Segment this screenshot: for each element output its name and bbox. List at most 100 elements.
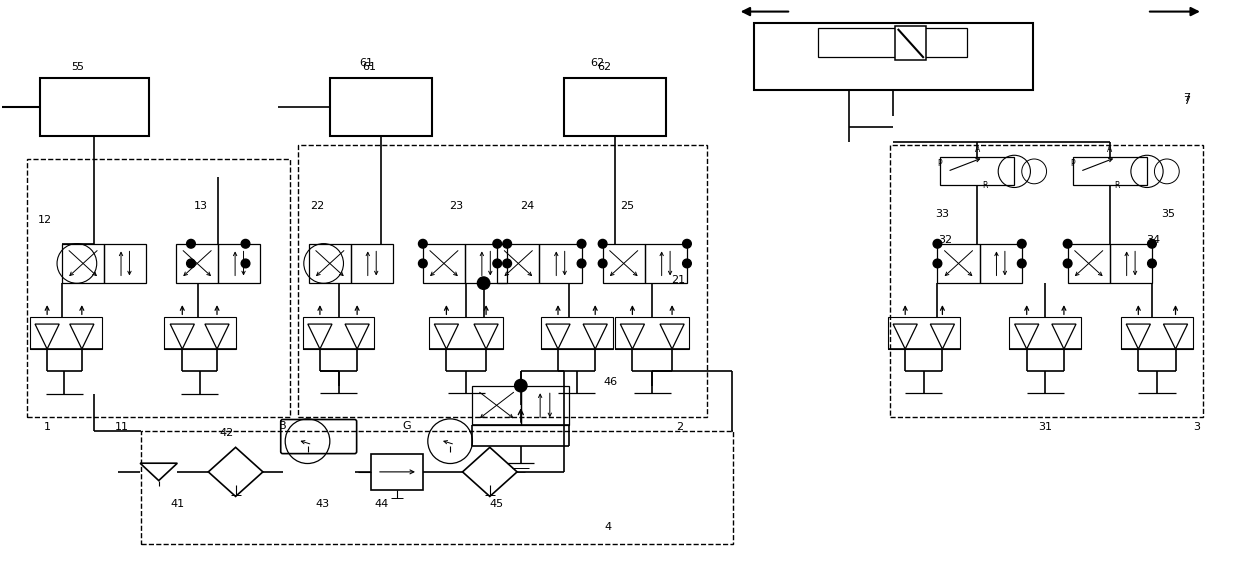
Circle shape xyxy=(934,240,942,248)
Circle shape xyxy=(186,259,196,267)
Text: 3: 3 xyxy=(1193,422,1200,433)
Text: 25: 25 xyxy=(620,200,635,211)
Circle shape xyxy=(577,240,587,248)
Bar xyxy=(818,28,967,57)
Text: 46: 46 xyxy=(603,377,618,387)
Bar xyxy=(1110,244,1152,283)
Text: 7: 7 xyxy=(1183,96,1190,107)
Bar xyxy=(890,145,1203,417)
Text: 33: 33 xyxy=(935,209,950,219)
Text: 34: 34 xyxy=(1146,235,1161,245)
Bar xyxy=(980,244,1022,283)
Circle shape xyxy=(503,259,511,267)
Text: 13: 13 xyxy=(193,200,208,211)
Text: 44: 44 xyxy=(374,499,389,509)
Bar xyxy=(472,386,521,425)
Bar xyxy=(1009,317,1081,349)
Circle shape xyxy=(598,259,608,267)
Text: R: R xyxy=(982,181,987,190)
Text: 32: 32 xyxy=(937,235,952,245)
Bar xyxy=(888,317,960,349)
Bar xyxy=(164,317,236,349)
Text: 21: 21 xyxy=(671,274,686,285)
Circle shape xyxy=(577,259,587,267)
Circle shape xyxy=(1063,240,1071,248)
Circle shape xyxy=(682,240,692,248)
Circle shape xyxy=(934,259,942,267)
Bar xyxy=(176,244,218,283)
Circle shape xyxy=(186,240,196,248)
Text: 42: 42 xyxy=(219,428,234,438)
Circle shape xyxy=(1017,259,1025,267)
Bar xyxy=(940,157,1014,185)
Bar xyxy=(754,23,1033,90)
Bar xyxy=(330,78,432,136)
Circle shape xyxy=(1063,259,1071,267)
Text: 1: 1 xyxy=(43,422,51,433)
Text: 5: 5 xyxy=(71,61,78,72)
Circle shape xyxy=(1017,240,1025,248)
Bar xyxy=(104,244,146,283)
Text: 23: 23 xyxy=(449,200,464,211)
Text: 5: 5 xyxy=(76,61,83,72)
Bar xyxy=(521,386,569,425)
Bar xyxy=(497,244,539,283)
Text: 61: 61 xyxy=(362,61,377,72)
Text: 4: 4 xyxy=(604,522,611,532)
Text: 24: 24 xyxy=(520,200,534,211)
Text: G: G xyxy=(403,420,410,431)
Text: 61: 61 xyxy=(358,57,373,68)
Text: 62: 62 xyxy=(596,61,611,72)
Circle shape xyxy=(503,240,511,248)
Bar xyxy=(937,244,980,283)
Text: A: A xyxy=(975,145,980,154)
Text: 41: 41 xyxy=(170,499,185,509)
Bar xyxy=(1121,317,1193,349)
Circle shape xyxy=(494,240,501,248)
Circle shape xyxy=(598,240,608,248)
Circle shape xyxy=(241,240,250,248)
Text: 11: 11 xyxy=(114,422,129,433)
Bar xyxy=(27,159,290,417)
Circle shape xyxy=(494,259,501,267)
Bar xyxy=(62,244,104,283)
Circle shape xyxy=(1148,240,1156,248)
Circle shape xyxy=(515,379,527,392)
Text: R: R xyxy=(1115,181,1120,190)
Text: 43: 43 xyxy=(315,499,330,509)
Text: 2: 2 xyxy=(676,422,683,433)
Bar xyxy=(30,317,102,349)
Bar xyxy=(1068,244,1110,283)
Bar xyxy=(218,244,260,283)
Bar xyxy=(645,244,687,283)
Circle shape xyxy=(682,259,692,267)
Bar xyxy=(371,454,423,490)
Text: 7: 7 xyxy=(1183,93,1190,104)
Text: 31: 31 xyxy=(1038,422,1053,433)
Bar xyxy=(603,244,645,283)
Bar xyxy=(895,26,926,60)
Text: 35: 35 xyxy=(1161,209,1176,219)
Text: A: A xyxy=(1107,145,1112,154)
Text: 12: 12 xyxy=(37,215,52,225)
Text: 62: 62 xyxy=(590,57,605,68)
Bar xyxy=(541,317,613,349)
Bar xyxy=(564,78,666,136)
Bar xyxy=(40,78,149,136)
Bar xyxy=(351,244,393,283)
Circle shape xyxy=(419,259,427,267)
Circle shape xyxy=(419,240,427,248)
Text: B: B xyxy=(279,420,286,431)
Bar xyxy=(141,431,733,544)
Bar xyxy=(615,317,689,349)
Text: 45: 45 xyxy=(489,499,503,509)
Circle shape xyxy=(1148,259,1156,267)
Circle shape xyxy=(477,277,490,290)
Bar xyxy=(423,244,465,283)
Bar xyxy=(1073,157,1147,185)
Bar xyxy=(429,317,503,349)
Bar xyxy=(539,244,582,283)
Text: P: P xyxy=(937,159,942,168)
Text: P: P xyxy=(1070,159,1075,168)
Bar xyxy=(298,145,707,417)
